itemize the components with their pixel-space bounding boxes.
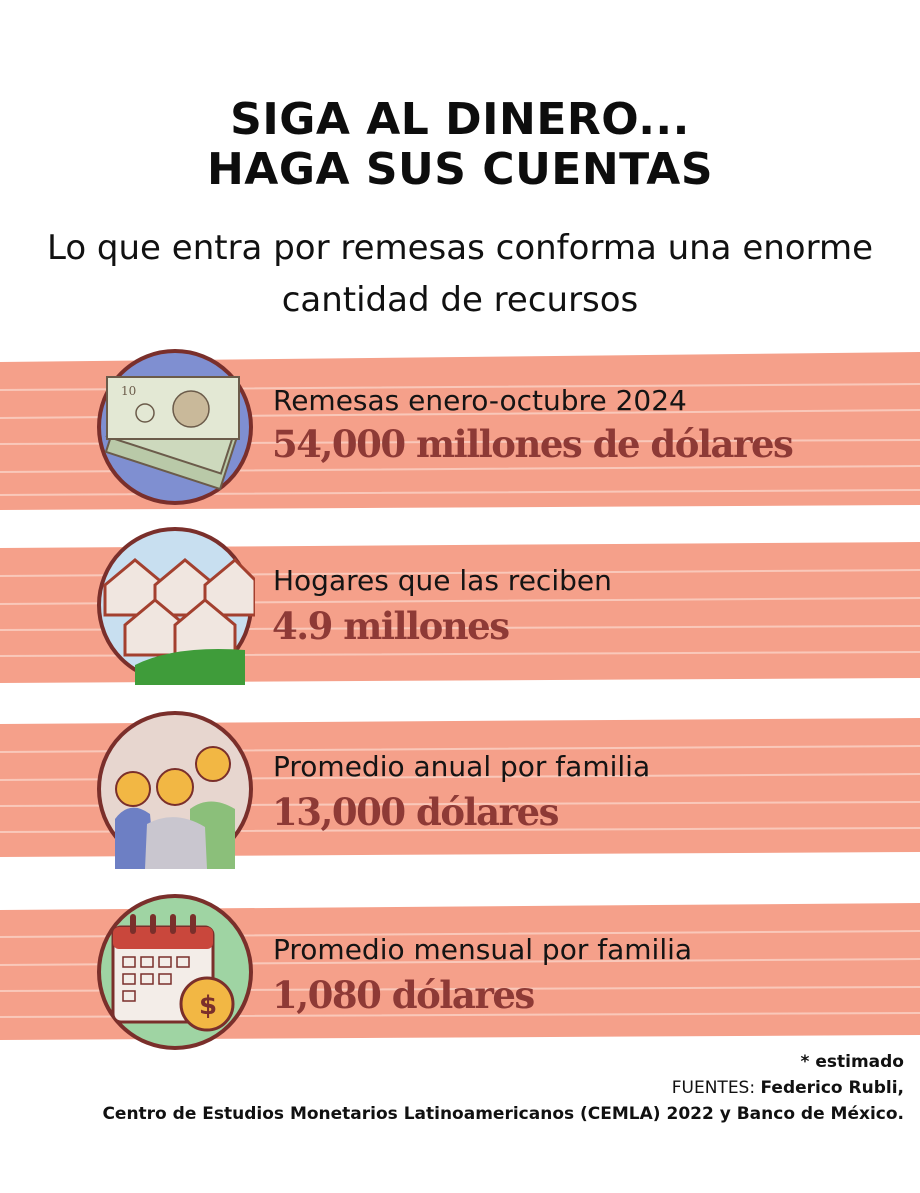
stat-label: Remesas enero-octubre 2024: [273, 384, 687, 417]
subtitle-line-2: cantidad de recursos: [281, 280, 639, 320]
houses-icon: [97, 527, 255, 685]
stat-value: 13,000 dólares: [272, 790, 559, 834]
family-icon: [97, 711, 253, 869]
infographic-title: SIGA AL DINERO... HAGA SUS CUENTAS: [0, 95, 920, 195]
stat-label: Promedio mensual por familia: [273, 933, 693, 966]
stat-row-monthly-average: $ Promedio mensual por familia 1,080 dól…: [0, 885, 920, 1060]
stat-row-annual-average: Promedio anual por familia 13,000 dólare…: [0, 702, 920, 877]
estimate-note: * estimado: [800, 1052, 904, 1072]
sources-line-2: Centro de Estudios Monetarios Latinoamer…: [102, 1104, 904, 1124]
stat-row-households: Hogares que las reciben 4.9 millones: [0, 518, 920, 693]
stat-value: 1,080 dólares: [272, 973, 535, 1017]
stat-label: Promedio anual por familia: [273, 750, 651, 783]
title-line-2: HAGA SUS CUENTAS: [206, 144, 714, 195]
stat-value: 54,000 millones de dólares: [272, 422, 794, 466]
title-line-1: SIGA AL DINERO...: [230, 94, 690, 145]
calendar-coin-icon: $: [97, 894, 253, 1050]
stat-label: Hogares que las reciben: [273, 564, 612, 597]
stat-row-remittances: 10 Remesas enero-octubre 2024 54,000 mil…: [0, 340, 920, 515]
sources-line-1: Federico Rubli,: [760, 1078, 904, 1098]
subtitle-line-1: Lo que entra por remesas conforma una en…: [46, 228, 874, 268]
infographic-subtitle: Lo que entra por remesas conforma una en…: [0, 222, 920, 326]
svg-text:10: 10: [121, 384, 136, 398]
sources-prefix: FUENTES:: [671, 1078, 756, 1098]
stat-value: 4.9 millones: [272, 604, 510, 648]
footer-notes: * estimado FUENTES: Federico Rubli, Cent…: [102, 1049, 904, 1127]
money-bills-icon: 10: [97, 349, 253, 505]
svg-text:$: $: [199, 991, 217, 1021]
